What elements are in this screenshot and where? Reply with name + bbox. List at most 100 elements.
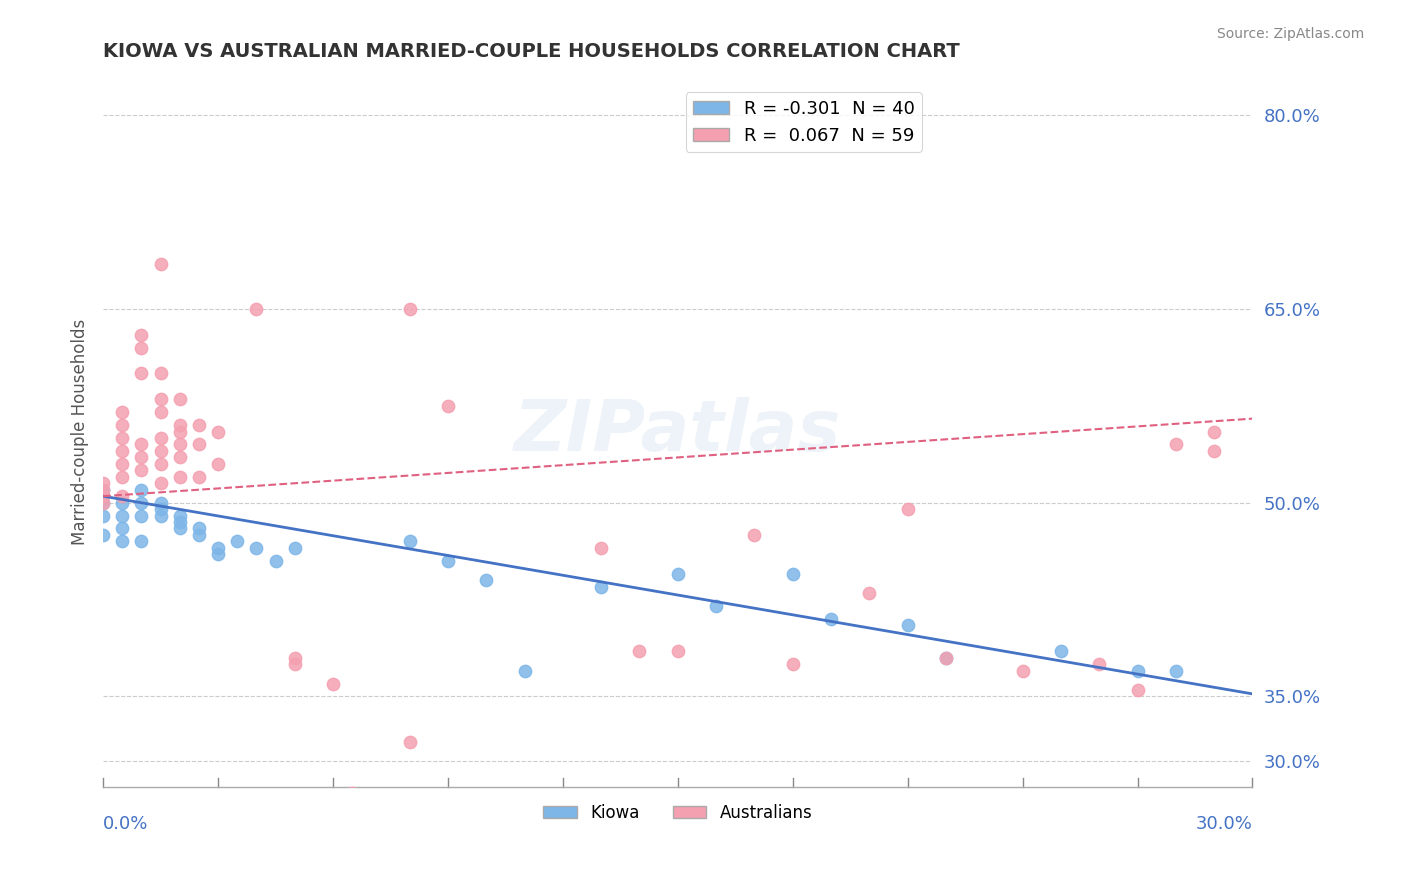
Point (149, 502, 172, 516)
Point (437, 554, 460, 568)
Point (131, 450, 153, 465)
Point (169, 392, 191, 407)
Point (858, 586, 880, 600)
Text: 30.0%: 30.0% (1195, 815, 1253, 833)
Point (475, 573, 498, 587)
Point (131, 508, 153, 523)
Point (704, 599, 727, 613)
Point (169, 437, 191, 451)
Point (820, 612, 842, 626)
Point (169, 418, 191, 433)
Point (149, 495, 172, 509)
Point (131, 534, 153, 549)
Point (131, 437, 153, 451)
Text: 0.0%: 0.0% (103, 815, 149, 833)
Point (111, 405, 134, 419)
Point (131, 495, 153, 509)
Point (1050, 644, 1073, 658)
Point (131, 341, 153, 355)
Point (782, 566, 804, 581)
Point (207, 541, 229, 555)
Point (149, 256, 172, 270)
Point (1011, 664, 1033, 678)
Point (91, 476, 114, 491)
Point (1204, 444, 1226, 458)
Point (398, 534, 420, 549)
Point (207, 425, 229, 439)
Point (111, 457, 134, 471)
Point (91, 483, 114, 497)
Point (111, 495, 134, 509)
Point (131, 367, 153, 381)
Point (322, 676, 344, 690)
Point (1088, 657, 1111, 672)
Point (340, 786, 363, 800)
Point (897, 502, 920, 516)
Point (284, 541, 307, 555)
Point (149, 405, 172, 419)
Point (149, 444, 172, 458)
Point (187, 521, 209, 535)
Point (935, 650, 957, 665)
Point (437, 399, 460, 413)
Point (169, 470, 191, 484)
Point (91, 483, 114, 497)
Point (169, 425, 191, 439)
Point (111, 418, 134, 433)
Point (149, 367, 172, 381)
Point (149, 431, 172, 445)
Y-axis label: Married-couple Households: Married-couple Households (72, 318, 89, 545)
Point (897, 618, 920, 632)
Point (91, 528, 114, 542)
Point (207, 457, 229, 471)
Point (187, 418, 209, 433)
Legend: Kiowa, Australians: Kiowa, Australians (537, 797, 818, 829)
Point (169, 515, 191, 529)
Point (398, 301, 420, 316)
Point (169, 521, 191, 535)
Point (149, 457, 172, 471)
Point (1164, 437, 1187, 451)
Point (744, 528, 766, 542)
Point (111, 521, 134, 535)
Point (91, 489, 114, 503)
Point (1126, 683, 1149, 698)
Point (666, 566, 689, 581)
Point (149, 508, 172, 523)
Point (398, 735, 420, 749)
Point (187, 470, 209, 484)
Point (666, 644, 689, 658)
Point (245, 541, 267, 555)
Point (782, 657, 804, 672)
Text: KIOWA VS AUSTRALIAN MARRIED-COUPLE HOUSEHOLDS CORRELATION CHART: KIOWA VS AUSTRALIAN MARRIED-COUPLE HOUSE… (103, 42, 960, 61)
Point (284, 657, 307, 672)
Point (628, 644, 651, 658)
Point (187, 437, 209, 451)
Point (1164, 664, 1187, 678)
Point (111, 431, 134, 445)
Point (284, 650, 307, 665)
Point (131, 463, 153, 477)
Point (591, 541, 613, 555)
Point (91, 495, 114, 509)
Point (169, 450, 191, 465)
Point (207, 547, 229, 561)
Point (111, 470, 134, 484)
Point (111, 508, 134, 523)
Point (226, 534, 249, 549)
Text: ZIPatlas: ZIPatlas (515, 397, 841, 466)
Point (111, 534, 134, 549)
Point (91, 495, 114, 509)
Point (111, 444, 134, 458)
Point (149, 392, 172, 407)
Point (935, 650, 957, 665)
Point (1126, 664, 1149, 678)
Point (245, 301, 267, 316)
Point (131, 327, 153, 342)
Point (187, 528, 209, 542)
Point (169, 508, 191, 523)
Point (131, 483, 153, 497)
Point (513, 664, 536, 678)
Point (149, 476, 172, 491)
Point (91, 508, 114, 523)
